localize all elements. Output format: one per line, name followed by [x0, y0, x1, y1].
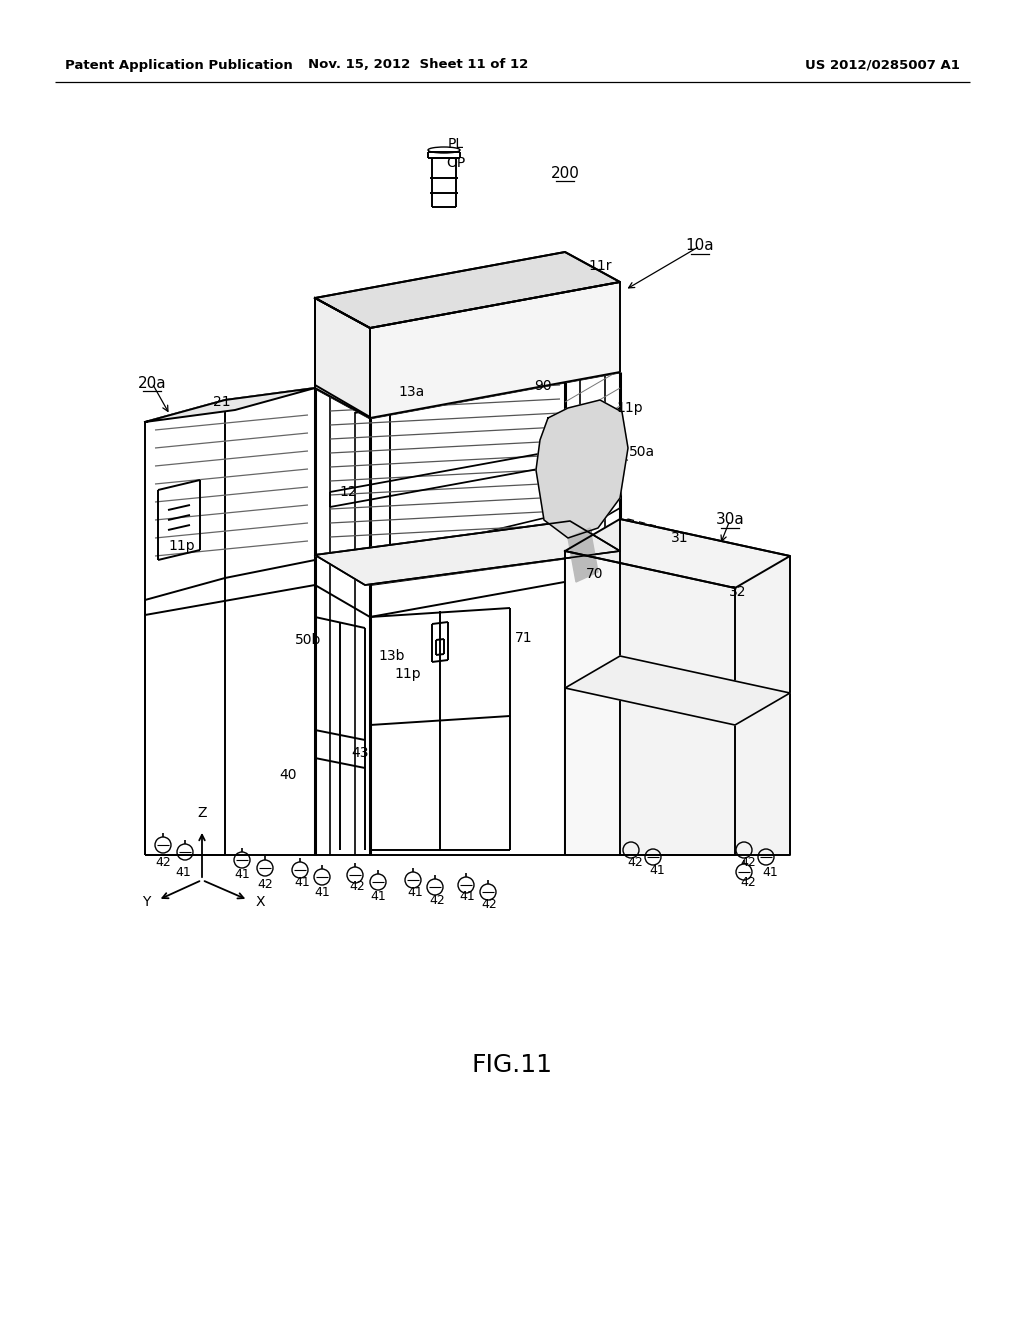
Polygon shape — [536, 400, 628, 539]
Polygon shape — [315, 298, 370, 417]
Text: 30a: 30a — [716, 512, 744, 528]
Text: 42: 42 — [740, 876, 756, 890]
Text: 42: 42 — [349, 880, 365, 894]
Polygon shape — [620, 519, 790, 855]
Text: 41: 41 — [649, 863, 665, 876]
Text: 200: 200 — [551, 165, 580, 181]
Text: 32: 32 — [729, 585, 746, 599]
Text: 41: 41 — [234, 869, 250, 882]
Text: 20a: 20a — [137, 375, 166, 391]
Polygon shape — [315, 252, 620, 327]
Text: 21: 21 — [213, 395, 230, 409]
Text: 11p: 11p — [616, 401, 643, 414]
Polygon shape — [315, 521, 620, 585]
Text: 90: 90 — [535, 379, 552, 393]
Text: 41: 41 — [175, 866, 190, 879]
Text: 10a: 10a — [686, 239, 715, 253]
Text: 41: 41 — [370, 890, 386, 903]
Text: 41: 41 — [294, 875, 310, 888]
Text: 13a: 13a — [399, 385, 425, 399]
Text: 41: 41 — [762, 866, 778, 879]
Polygon shape — [145, 388, 315, 422]
Text: 42: 42 — [481, 899, 497, 912]
Text: 42: 42 — [257, 879, 272, 891]
Text: Z: Z — [198, 807, 207, 820]
Text: Nov. 15, 2012  Sheet 11 of 12: Nov. 15, 2012 Sheet 11 of 12 — [308, 58, 528, 71]
Text: 11p: 11p — [169, 539, 196, 553]
Text: 50b: 50b — [295, 634, 322, 647]
Text: 41: 41 — [408, 887, 423, 899]
Text: 42: 42 — [429, 895, 444, 908]
Text: X: X — [256, 895, 265, 909]
Text: 41: 41 — [459, 891, 475, 903]
Text: 42: 42 — [155, 855, 171, 869]
Polygon shape — [565, 656, 790, 725]
Text: PL: PL — [447, 137, 464, 150]
Text: 42: 42 — [740, 855, 756, 869]
Polygon shape — [565, 519, 790, 587]
Text: 41: 41 — [314, 886, 330, 899]
Text: 31: 31 — [671, 531, 689, 545]
Text: US 2012/0285007 A1: US 2012/0285007 A1 — [805, 58, 961, 71]
Text: 12: 12 — [339, 484, 356, 499]
Text: OP: OP — [446, 156, 466, 170]
Text: 70: 70 — [587, 568, 604, 581]
Polygon shape — [370, 282, 620, 418]
Text: 71: 71 — [515, 631, 532, 645]
Polygon shape — [315, 298, 370, 418]
Text: 43: 43 — [351, 746, 369, 760]
Text: 11p: 11p — [394, 667, 421, 681]
Text: FIG.11: FIG.11 — [471, 1053, 553, 1077]
Text: 13b: 13b — [379, 649, 406, 663]
Polygon shape — [565, 550, 735, 855]
Polygon shape — [315, 252, 620, 327]
Text: 40: 40 — [280, 768, 297, 781]
Text: 11r: 11r — [588, 259, 611, 273]
Polygon shape — [315, 521, 620, 585]
Polygon shape — [568, 528, 598, 582]
Text: Y: Y — [141, 895, 150, 909]
Text: 42: 42 — [627, 855, 643, 869]
Text: 50a: 50a — [629, 445, 655, 459]
Text: Patent Application Publication: Patent Application Publication — [65, 58, 293, 71]
